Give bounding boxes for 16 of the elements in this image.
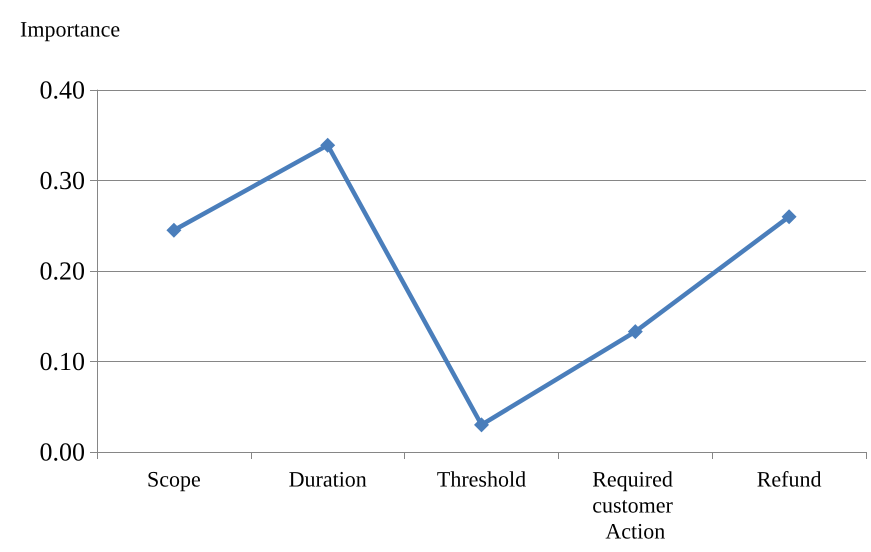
x-tick-label: Threshold [436,466,526,492]
y-tick-label: 0.20 [40,256,85,286]
point [166,222,182,238]
y-tick-label: 0.30 [40,166,85,195]
y-tick-label: 0.10 [40,347,85,376]
point [474,417,489,432]
y-tick-label: 0.00 [40,438,85,466]
point [782,209,797,224]
y-tick-label: 0.40 [40,76,85,104]
x-tick-label: Refund [756,466,822,492]
x-tick-label: Scope [147,466,201,492]
x-tick-label: Required customer Action [592,466,678,544]
x-tick-label: Duration [288,466,367,492]
point [320,138,336,153]
point [628,324,643,340]
y-axis-title: Importance [20,16,120,42]
